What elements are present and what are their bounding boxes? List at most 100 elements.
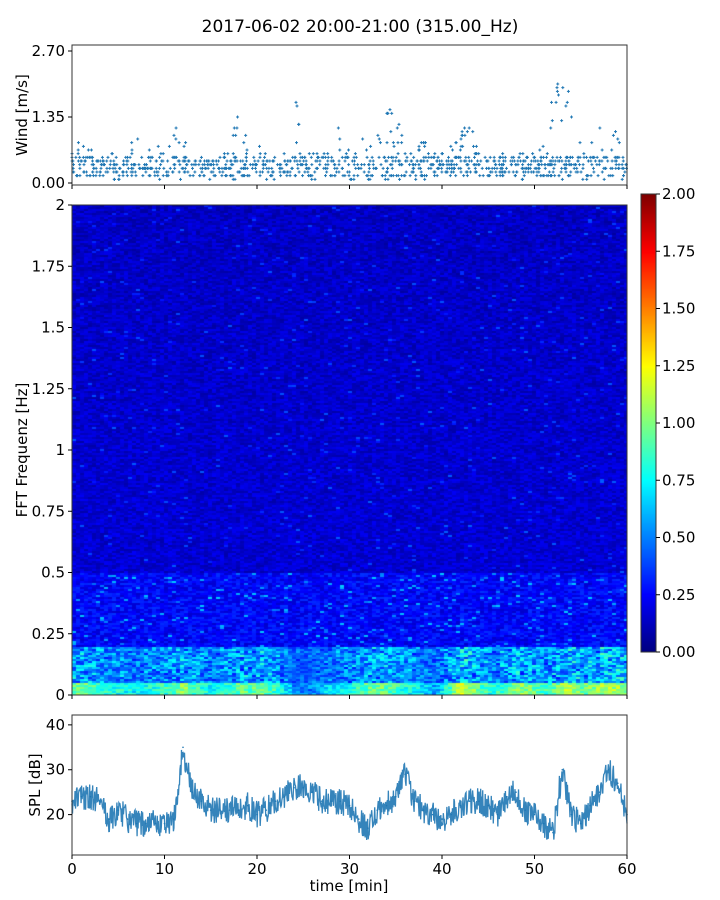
wind-point xyxy=(80,159,84,163)
wind-point xyxy=(106,170,110,174)
wind-point xyxy=(178,163,182,167)
spl-point xyxy=(487,804,490,807)
wind-point xyxy=(161,152,165,156)
wind-point xyxy=(206,159,210,163)
wind-point xyxy=(191,166,195,170)
wind-point xyxy=(99,166,103,170)
wind-point xyxy=(435,174,439,178)
wind-point xyxy=(457,155,461,159)
wind-point xyxy=(108,166,112,170)
spl-point xyxy=(515,791,517,793)
spl-point xyxy=(478,800,480,802)
wind-point xyxy=(398,177,402,181)
wind-point xyxy=(177,159,181,163)
colorbar-tick-label: 1.75 xyxy=(662,242,695,260)
wind-point xyxy=(193,170,197,174)
wind-point xyxy=(117,174,121,178)
wind-point xyxy=(445,166,449,170)
wind-point xyxy=(517,155,521,159)
wind-point xyxy=(454,141,458,145)
spectrogram-ytick-label: 1.5 xyxy=(41,319,65,337)
wind-point xyxy=(91,174,95,178)
wind-point xyxy=(106,155,110,159)
wind-point xyxy=(125,170,129,174)
wind-point xyxy=(172,133,176,137)
wind-point xyxy=(545,174,549,178)
spectrogram-ytick-label: 1.25 xyxy=(32,380,65,398)
wind-point xyxy=(124,155,128,159)
wind-point xyxy=(374,166,378,170)
wind-point xyxy=(396,141,400,145)
chart-title: 2017-06-02 20:00-21:00 (315.00_Hz) xyxy=(202,17,519,37)
wind-point xyxy=(168,166,172,170)
wind-point xyxy=(221,170,225,174)
wind-point xyxy=(332,163,336,167)
wind-point xyxy=(237,170,241,174)
wind-point xyxy=(614,166,618,170)
wind-point xyxy=(500,170,504,174)
wind-point xyxy=(400,141,404,145)
wind-point xyxy=(411,170,415,174)
wind-point xyxy=(154,166,158,170)
wind-point xyxy=(326,155,330,159)
spl-point xyxy=(561,768,564,771)
wind-axes-frame xyxy=(71,44,628,186)
wind-point xyxy=(558,155,562,159)
wind-point xyxy=(132,163,136,167)
spl-axes-frame xyxy=(71,714,628,856)
spl-xtick-label: 0 xyxy=(67,860,77,878)
wind-point xyxy=(340,155,344,159)
wind-point xyxy=(440,152,444,156)
wind-point xyxy=(576,159,580,163)
wind-point xyxy=(521,166,525,170)
wind-point xyxy=(217,166,221,170)
wind-point xyxy=(448,174,452,178)
wind-point xyxy=(501,152,505,156)
wind-point xyxy=(593,159,597,163)
wind-point xyxy=(147,148,151,152)
wind-point xyxy=(388,108,392,112)
wind-point xyxy=(557,174,561,178)
wind-point xyxy=(331,159,335,163)
wind-point xyxy=(468,170,472,174)
wind-point xyxy=(148,159,152,163)
wind-point xyxy=(525,155,529,159)
wind-point xyxy=(337,163,341,167)
wind-point xyxy=(288,159,292,163)
wind-point xyxy=(198,174,202,178)
wind-point xyxy=(172,155,176,159)
wind-point xyxy=(306,166,310,170)
spl-point xyxy=(542,822,545,825)
wind-point xyxy=(452,166,456,170)
wind-point xyxy=(463,126,467,130)
wind-point xyxy=(227,166,231,170)
wind-point xyxy=(470,159,474,163)
spl-xtick-label: 30 xyxy=(340,860,359,878)
wind-point xyxy=(153,170,157,174)
wind-point xyxy=(244,159,248,163)
spl-point xyxy=(394,795,397,798)
wind-point xyxy=(568,163,572,167)
wind-point xyxy=(474,144,478,148)
wind-point xyxy=(136,137,140,141)
wind-point xyxy=(590,163,594,167)
wind-point xyxy=(82,163,86,167)
wind-point xyxy=(480,166,484,170)
wind-point xyxy=(215,163,219,167)
wind-point xyxy=(276,163,280,167)
wind-point xyxy=(459,170,463,174)
wind-point xyxy=(98,170,102,174)
wind-point xyxy=(206,166,210,170)
wind-point xyxy=(356,163,360,167)
wind-point xyxy=(490,166,494,170)
wind-point xyxy=(352,155,356,159)
wind-point xyxy=(419,170,423,174)
wind-point xyxy=(270,166,274,170)
wind-point xyxy=(354,166,358,170)
wind-point xyxy=(541,174,545,178)
wind-point xyxy=(166,174,170,178)
wind-point xyxy=(560,159,564,163)
wind-point xyxy=(400,133,404,137)
wind-point xyxy=(231,133,235,137)
